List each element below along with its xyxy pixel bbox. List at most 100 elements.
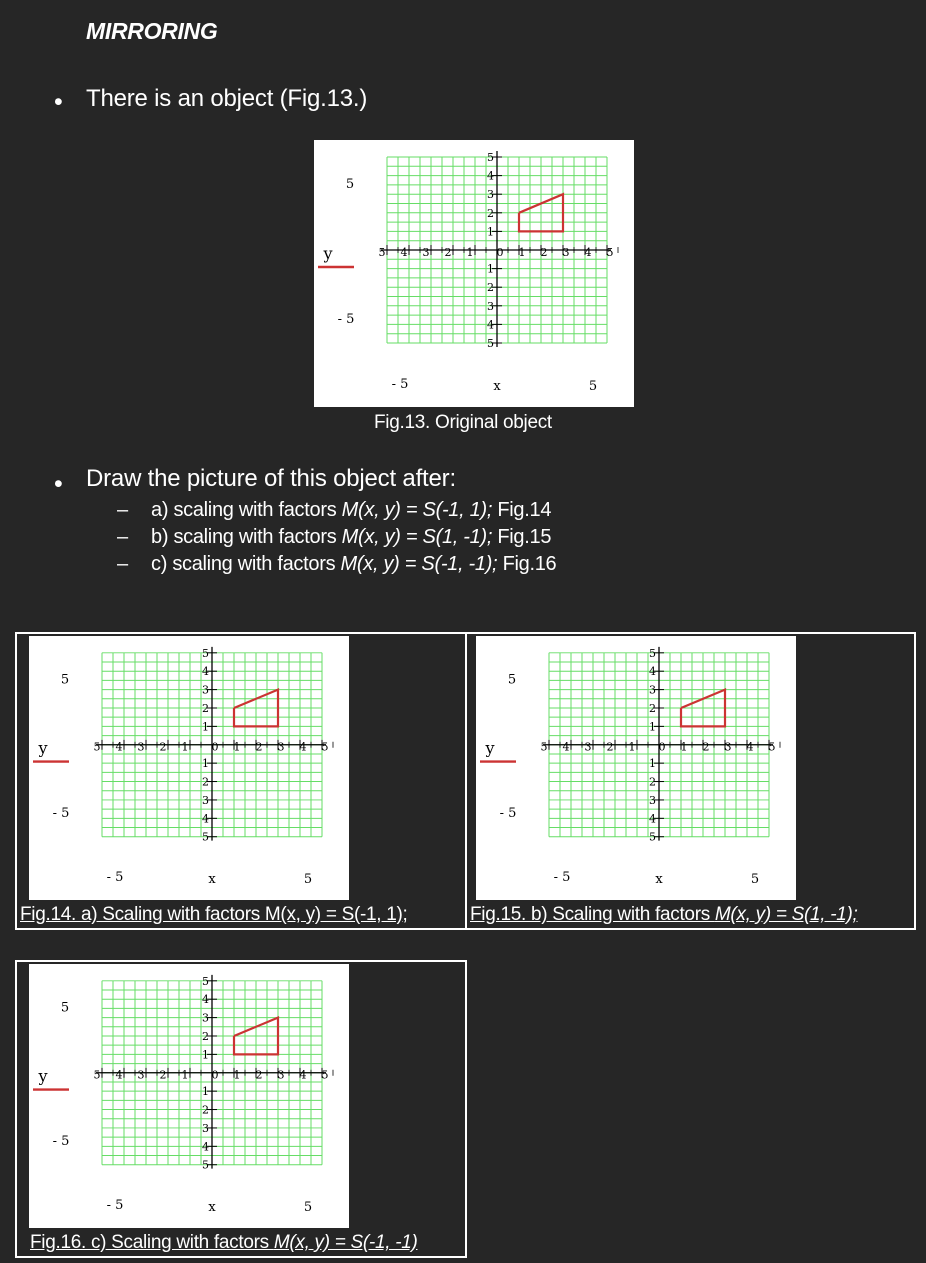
x-tick-label: 5: [541, 741, 548, 754]
x-tick-label: 2: [445, 246, 452, 259]
object-shape: [517, 192, 565, 233]
fig14-caption: Fig.14. a) Scaling with factors M(x, y) …: [20, 904, 408, 925]
y-axis-label: y: [322, 244, 332, 263]
y-tick-label: 5: [202, 1159, 209, 1172]
x-axis-label: x: [208, 872, 216, 887]
y-min-label: - 5: [338, 312, 355, 327]
y-max-label: 5: [61, 673, 69, 688]
fig15-caption-formula: M(x, y) = S(1, -1);: [714, 904, 858, 925]
y-axis-label: y: [37, 739, 47, 758]
x-tick-label: 3: [278, 1069, 285, 1082]
x-tick-label: 4: [401, 246, 408, 259]
x-tick-label: 2: [256, 1069, 263, 1082]
x-axis-label: x: [208, 1200, 216, 1215]
y-tick-label: 3: [649, 684, 656, 697]
x-tick-label: 1: [629, 741, 636, 754]
y-tick-label: 5: [487, 337, 494, 350]
y-tick-label: 1: [487, 263, 494, 276]
subitem-text: a) scaling with factors: [151, 499, 342, 521]
y-tick-label: 1: [649, 757, 656, 770]
x-tick-label: 1: [467, 246, 474, 259]
y-tick-label: 2: [487, 207, 494, 220]
x-tick-label: 4: [116, 1069, 123, 1082]
x-tick-label: 5: [94, 741, 101, 754]
fig15-caption-prefix: Fig.15. b) Scaling with factors: [470, 904, 715, 925]
y-tick-label: 4: [202, 993, 209, 1006]
x-max-label: 5: [751, 872, 759, 887]
y-max-label: 5: [346, 177, 354, 192]
subitem-ref: Fig.15: [492, 526, 552, 548]
y-tick-label: 5: [202, 831, 209, 844]
x-axis-label: x: [655, 872, 663, 887]
y-tick-label: 1: [202, 720, 209, 733]
fig16-frame: [15, 960, 467, 1258]
y-min-label: - 5: [53, 806, 70, 821]
fig16-caption-prefix: Fig.16. c) Scaling with factors: [30, 1232, 274, 1253]
subitem-formula: M(x, y) = S(1, -1);: [341, 526, 493, 548]
y-tick-label: 2: [202, 1104, 209, 1117]
y-tick-label: 2: [649, 702, 656, 715]
y-min-label: - 5: [53, 1134, 70, 1149]
x-tick-label: 3: [138, 1069, 145, 1082]
x-tick-label: 2: [541, 246, 548, 259]
y-tick-label: 2: [202, 776, 209, 789]
x-tick-label: 0: [212, 1069, 219, 1082]
y-tick-label: 2: [202, 1030, 209, 1043]
y-tick-label: 5: [202, 647, 209, 660]
y-tick-label: 4: [487, 170, 494, 183]
x-tick-label: 4: [585, 246, 592, 259]
y-tick-label: 3: [487, 188, 494, 201]
fig13-caption: Fig.13. Original object: [374, 412, 552, 433]
x-tick-label: 1: [182, 1069, 189, 1082]
y-tick-label: 5: [202, 975, 209, 988]
bullet-1-text: There is an object (Fig.13.): [86, 85, 368, 112]
object-shape: [679, 687, 727, 728]
x-tick-label: 1: [681, 741, 688, 754]
x-tick-label: 2: [703, 741, 710, 754]
page-heading: MIRRORING: [86, 18, 218, 44]
y-tick-label: 4: [649, 812, 656, 825]
x-tick-label: 1: [234, 1069, 241, 1082]
y-tick-label: 1: [202, 757, 209, 770]
y-max-label: 5: [61, 1001, 69, 1016]
x-tick-label: 3: [423, 246, 430, 259]
fig16-caption-formula: M(x, y) = S(-1, -1): [273, 1232, 418, 1253]
subitem-a: – a) scaling with factors M(x, y) = S(-1,…: [117, 499, 551, 522]
x-tick-label: 2: [256, 741, 263, 754]
y-axis-label: y: [37, 1067, 47, 1086]
x-tick-label: 5: [607, 246, 614, 259]
y-tick-label: 5: [649, 647, 656, 660]
x-tick-label: 2: [160, 1069, 167, 1082]
fig16-caption: Fig.16. c) Scaling with factors M(x, y) …: [30, 1232, 418, 1254]
subitem-c: – c) scaling with factors M(x, y) = S(-1,…: [117, 553, 557, 576]
x-tick-label: 3: [585, 741, 592, 754]
y-tick-label: 3: [487, 300, 494, 313]
y-tick-label: 2: [202, 702, 209, 715]
object-shape: [232, 1015, 280, 1056]
x-tick-label: 5: [769, 741, 776, 754]
x-min-label: - 5: [107, 870, 124, 885]
subitem-ref: Fig.14: [492, 499, 552, 521]
x-min-label: - 5: [392, 377, 409, 392]
subitem-formula: M(x, y) = S(-1, 1);: [341, 499, 493, 521]
x-tick-label: 1: [182, 741, 189, 754]
x-min-label: - 5: [107, 1198, 124, 1213]
subitem-text: c) scaling with factors: [151, 553, 341, 575]
subitem-ref: Fig.16: [497, 553, 557, 575]
x-tick-label: 5: [322, 741, 329, 754]
bullet-2-symbol: •: [54, 470, 63, 498]
y-tick-label: 4: [202, 665, 209, 678]
bullet-2-text: Draw the picture of this object after:: [86, 465, 456, 492]
x-tick-label: 0: [659, 741, 666, 754]
x-tick-label: 4: [300, 741, 307, 754]
y-tick-label: 3: [649, 794, 656, 807]
x-max-label: 5: [304, 872, 312, 887]
y-tick-label: 5: [487, 151, 494, 164]
